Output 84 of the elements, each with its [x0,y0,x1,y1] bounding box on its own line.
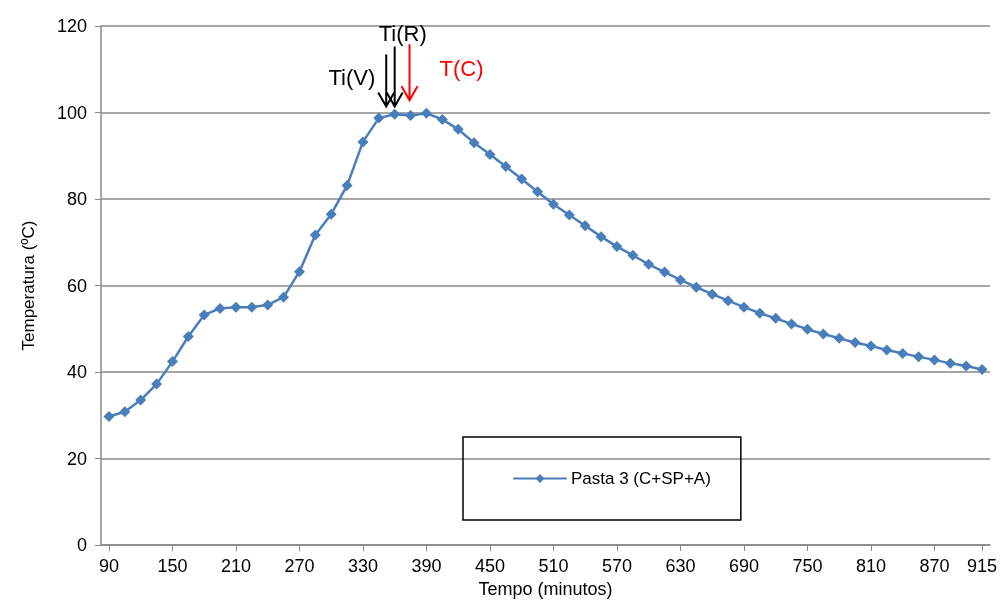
x-tick-label: 690 [728,556,759,576]
legend-label: Pasta 3 (C+SP+A) [571,469,711,488]
annotation: Ti(R) [378,20,427,46]
point [706,288,718,300]
x-tick-label: 510 [538,556,569,576]
point [595,231,607,243]
point [135,394,147,406]
y-tick-label: 100 [56,102,87,123]
point [166,356,178,368]
point [420,107,432,119]
x-tick-label: 270 [284,556,315,576]
point [405,110,417,122]
point [928,354,940,366]
x-axis-title: Tempo (minutos) [478,578,613,599]
point [833,332,845,344]
point [151,378,163,390]
x-tick-label: 630 [665,556,696,576]
point [865,340,877,352]
point [627,249,639,261]
point [119,406,131,418]
point [547,198,559,210]
x-tick-label: 450 [474,556,505,576]
point [373,112,385,124]
point [198,309,210,321]
point [341,180,353,192]
x-tick-label: 915 [967,556,998,576]
x-tick-label: 390 [411,556,442,576]
y-axis-title: Temperatura (ºC) [19,220,38,351]
point [674,274,686,286]
point [754,307,766,319]
point [659,266,671,278]
point [786,318,798,330]
point [579,220,591,232]
point [262,299,274,311]
point [389,108,401,120]
point [897,347,909,359]
x-tick-label: 810 [855,556,886,576]
point [532,186,544,198]
point [976,363,988,375]
x-tick-label: 150 [157,556,188,576]
point [436,113,448,125]
point [293,266,305,278]
y-tick-label: 40 [66,362,87,382]
point [770,312,782,324]
y-tick-label: 20 [66,448,87,469]
point [214,302,226,314]
point [643,258,655,270]
point [881,344,893,356]
point [500,161,512,173]
point [960,360,972,372]
y-tick-label: 80 [66,189,87,209]
point [246,301,258,313]
point [325,208,337,220]
point [182,331,194,343]
point [913,351,925,363]
point [944,357,956,369]
point [722,295,734,307]
x-tick-label: 210 [220,556,251,576]
point [690,281,702,293]
x-tick-label: 90 [98,556,119,576]
point [611,241,623,253]
x-tick-label: 330 [347,556,378,576]
point [849,337,861,349]
point [357,136,369,148]
annotation: T(C) [439,56,484,82]
x-tick-label: 570 [601,556,632,576]
x-tick-label: 750 [792,556,823,576]
point [278,291,290,303]
y-tick-label: 0 [76,535,87,555]
point [309,229,321,241]
point [484,148,496,160]
point [468,137,480,149]
y-tick-label: 120 [56,16,87,36]
point [738,301,750,313]
point [516,173,528,185]
point [103,411,115,423]
point [817,328,829,340]
point [230,301,242,313]
point [452,123,464,135]
x-tick-label: 870 [919,556,950,576]
point [563,209,575,221]
point [801,323,813,335]
annotation: Ti(V) [328,64,376,90]
y-tick-label: 60 [66,275,87,296]
